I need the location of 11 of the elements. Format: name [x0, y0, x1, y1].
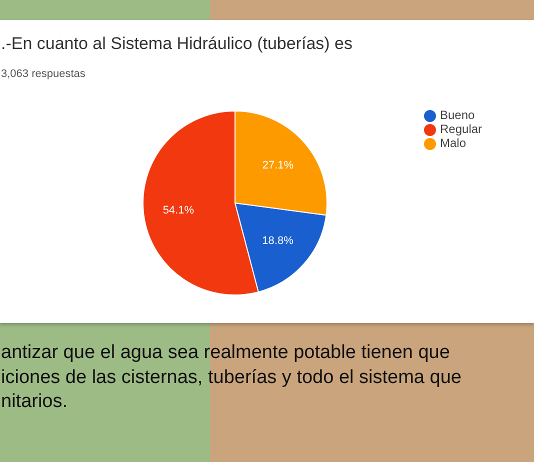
data-label: 54.1%	[162, 204, 194, 216]
text: antizar que el agua sea realmente potable tienen que	[1, 341, 451, 365]
data-label: 27.1%	[262, 159, 294, 172]
legend-label: Regular	[440, 122, 482, 136]
chart-title: .-En cuanto al Sistema Hidráulico (tuberías) es	[1, 34, 352, 54]
text: nitarios.	[1, 390, 69, 414]
legend-label: Malo	[440, 136, 466, 150]
text: 3,063 respuestas	[1, 68, 86, 80]
text: iciones de las cisternas, tuberías y todo el sistema que	[1, 366, 462, 390]
legend-label: Bueno	[440, 108, 475, 122]
data-label: 18.8%	[262, 234, 294, 247]
